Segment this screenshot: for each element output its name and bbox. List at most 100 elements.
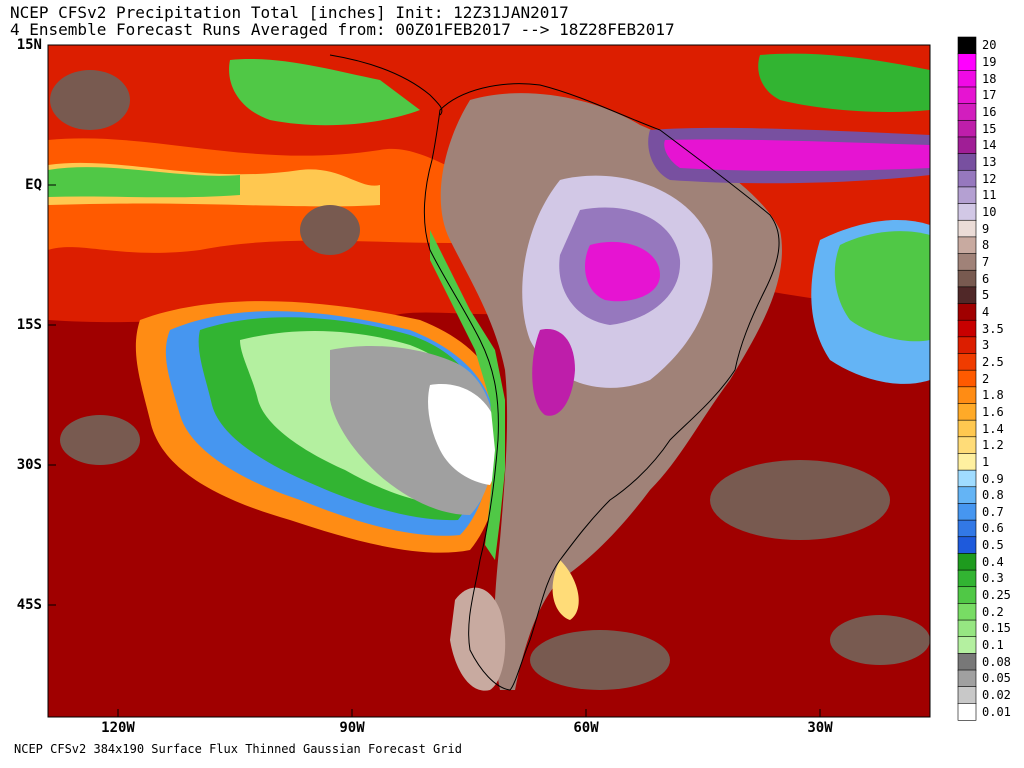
- colorbar-swatch: [957, 519, 977, 538]
- brown-patch-5: [830, 615, 930, 665]
- colorbar-swatch: [957, 469, 977, 488]
- footer-source: NCEP CFSv2 384x190 Surface Flux Thinned …: [14, 742, 462, 756]
- colorbar-label: 1.8: [982, 388, 1004, 403]
- colorbar-swatch: [957, 603, 977, 621]
- lon-label-90w: 90W: [339, 720, 365, 736]
- colorbar-swatch: [957, 36, 977, 55]
- colorbar-swatch: [957, 186, 977, 205]
- colorbar-label: 2.5: [982, 354, 1004, 369]
- coastlines: [329, 54, 780, 691]
- colorbar-swatch: [957, 53, 977, 71]
- colorbar-swatch: [957, 419, 977, 438]
- colorbar-swatch: [957, 403, 977, 421]
- colorbar-label: 9: [982, 221, 990, 236]
- brown-patch-2: [300, 205, 360, 255]
- lon-label-120w: 120W: [101, 720, 135, 736]
- brown-patch-1: [50, 70, 130, 130]
- colorbar-swatch: [957, 619, 977, 638]
- brown-patch-4: [710, 460, 890, 540]
- colorbar-label: 0.9: [982, 471, 1004, 486]
- colorbar-swatch: [957, 103, 977, 121]
- colorbar-label: 1.6: [982, 404, 1004, 419]
- colorbar-label: 13: [982, 154, 997, 169]
- colorbar-swatch: [957, 386, 977, 405]
- colorbar-swatch: [957, 503, 977, 521]
- lat-label-15n: 15N: [16, 37, 42, 53]
- south-america-coast: [423, 83, 780, 691]
- patagonia-yellow: [552, 560, 579, 620]
- colorbar-label: 7: [982, 254, 990, 269]
- colorbar-swatch: [957, 569, 977, 588]
- colorbar-swatch: [957, 236, 977, 255]
- colorbar-swatch: [957, 153, 977, 171]
- brown-patch-3: [530, 630, 670, 690]
- colorbar-swatch: [957, 286, 977, 305]
- lat-label-15s: 15S: [16, 317, 42, 333]
- colorbar-swatch: [957, 70, 977, 88]
- pacific-white: [428, 384, 498, 485]
- colorbar-label: 5: [982, 288, 990, 303]
- colorbar-swatch: [957, 486, 977, 505]
- colorbar-label: 20: [982, 38, 997, 53]
- lon-label-30w: 30W: [807, 720, 833, 736]
- lat-label-30s: 30S: [16, 457, 42, 473]
- colorbar-label: 16: [982, 105, 997, 119]
- axis-ticks: [48, 44, 821, 717]
- colorbar-swatch: [957, 703, 977, 721]
- colorbar-swatch: [957, 86, 977, 105]
- colorbar-swatch: [957, 636, 977, 654]
- colorbar-label: 0.6: [982, 521, 1004, 536]
- colorbar-label: 0.25: [982, 588, 1011, 603]
- green-band-eq: [48, 167, 240, 198]
- colorbar-swatch: [957, 253, 977, 271]
- ne-green: [758, 53, 930, 112]
- colorbar-label: 17: [982, 88, 997, 103]
- colorbar-swatch: [957, 203, 977, 221]
- colorbar-label: 4: [982, 304, 990, 319]
- nw-green: [229, 59, 420, 126]
- colorbar-label: 0.3: [982, 571, 1004, 586]
- colorbar-label: 0.8: [982, 488, 1004, 503]
- colorbar-label: 3: [982, 338, 990, 353]
- brown-patch-6: [60, 415, 140, 465]
- colorbar-label: 11: [982, 188, 997, 203]
- colorbar-label: 0.05: [982, 671, 1011, 686]
- colorbar-swatch: [957, 119, 977, 138]
- lat-label-eq: EQ: [25, 177, 42, 193]
- colorbar-label: 19: [982, 55, 997, 69]
- atlantic-green: [834, 231, 930, 342]
- colorbar-swatch: [957, 319, 977, 338]
- colorbar-swatch: [957, 369, 977, 388]
- colorbar-label: 0.2: [982, 604, 1004, 619]
- colorbar-label: 0.1: [982, 638, 1004, 652]
- colorbar-label: 0.15: [982, 621, 1011, 636]
- colorbar-label: 3.5: [982, 321, 1004, 336]
- lon-label-60w: 60W: [573, 720, 599, 736]
- colorbar-label: 2: [982, 371, 990, 386]
- chart-subtitle: 4 Ensemble Forecast Runs Averaged from: …: [10, 20, 675, 39]
- colorbar-swatch: [957, 219, 977, 238]
- colorbar-label: 6: [982, 271, 990, 286]
- colorbar-swatch: [957, 303, 977, 321]
- colorbar-swatch: [957, 336, 977, 355]
- colorbar-label: 0.08: [982, 654, 1011, 669]
- patagonia: [450, 587, 506, 691]
- colorbar-swatch: [957, 686, 977, 704]
- colorbar-swatch: [957, 653, 977, 671]
- colorbar-label: 18: [982, 71, 997, 86]
- andes-magenta: [532, 329, 575, 416]
- colorbar-swatch: [957, 536, 977, 555]
- central-america-coast: [329, 54, 443, 116]
- colorbar-label: 15: [982, 121, 997, 136]
- itcz-magenta: [664, 139, 930, 171]
- colorbar: [957, 36, 977, 721]
- colorbar-label: 0.7: [982, 504, 1004, 519]
- chart-title: NCEP CFSv2 Precipitation Total [inches] …: [10, 3, 569, 22]
- amazon-magenta: [585, 241, 660, 302]
- colorbar-swatch: [957, 436, 977, 455]
- colorbar-label: 8: [982, 238, 990, 253]
- colorbar-label: 0.02: [982, 688, 1011, 702]
- colorbar-swatch: [957, 553, 977, 571]
- precip-field: [48, 45, 930, 717]
